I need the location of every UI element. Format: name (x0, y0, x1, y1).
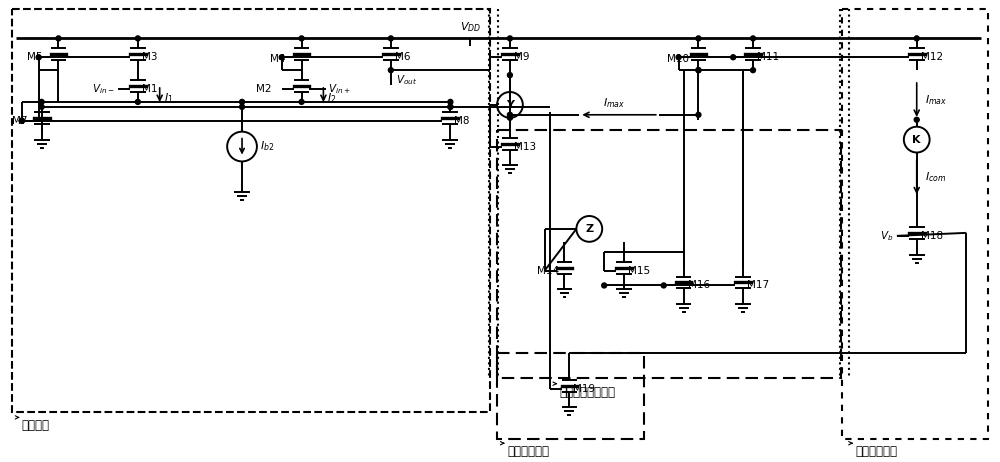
Circle shape (299, 99, 304, 104)
Text: Z: Z (585, 224, 593, 234)
Text: M2: M2 (256, 84, 272, 94)
Text: 主放大器: 主放大器 (22, 419, 50, 432)
Text: M3: M3 (142, 52, 157, 62)
Circle shape (240, 99, 245, 104)
Circle shape (388, 36, 393, 41)
Circle shape (507, 36, 512, 41)
Text: M7: M7 (12, 116, 27, 126)
Text: $I_2$: $I_2$ (327, 91, 337, 105)
Circle shape (135, 99, 140, 104)
Text: M1: M1 (142, 84, 157, 94)
Text: K: K (912, 134, 921, 145)
Circle shape (448, 104, 453, 109)
Text: $V_{out}$: $V_{out}$ (396, 73, 417, 87)
Text: $I_{max}$: $I_{max}$ (603, 96, 625, 110)
Text: M11: M11 (757, 52, 779, 62)
Circle shape (448, 104, 453, 109)
Circle shape (696, 112, 701, 117)
Circle shape (914, 36, 919, 41)
Circle shape (914, 117, 919, 122)
Text: M16: M16 (688, 280, 710, 291)
Text: Y: Y (506, 100, 514, 110)
Circle shape (676, 55, 681, 60)
Circle shape (448, 99, 453, 104)
Text: M19: M19 (573, 383, 596, 394)
Circle shape (240, 104, 245, 109)
Circle shape (751, 67, 755, 73)
Circle shape (602, 283, 607, 288)
Text: $V_{in-}$: $V_{in-}$ (92, 82, 114, 96)
Text: M9: M9 (514, 52, 529, 62)
Circle shape (36, 55, 41, 60)
Text: 摆率增强器件: 摆率增强器件 (507, 445, 549, 458)
Circle shape (507, 116, 512, 120)
Circle shape (696, 67, 701, 73)
Text: M14: M14 (537, 266, 559, 275)
Text: M17: M17 (747, 280, 769, 291)
Circle shape (39, 99, 44, 104)
Text: M10: M10 (667, 54, 689, 64)
Text: 电流比较电路: 电流比较电路 (855, 445, 897, 458)
Circle shape (661, 283, 666, 288)
Circle shape (731, 55, 736, 60)
Circle shape (751, 36, 755, 41)
Circle shape (507, 73, 512, 78)
Text: $I_{com}$: $I_{com}$ (925, 170, 946, 184)
Text: $I_1$: $I_1$ (164, 91, 173, 105)
Text: M8: M8 (454, 116, 470, 126)
Text: 最大电流选择电路: 最大电流选择电路 (560, 386, 616, 399)
Circle shape (696, 67, 701, 73)
Text: $V_b$: $V_b$ (880, 229, 893, 243)
Text: M12: M12 (921, 52, 943, 62)
Circle shape (19, 118, 24, 123)
Circle shape (135, 36, 140, 41)
Text: M18: M18 (921, 231, 943, 241)
Text: M5: M5 (27, 52, 42, 62)
Circle shape (19, 118, 24, 123)
Text: M15: M15 (628, 266, 650, 275)
Text: M6: M6 (395, 52, 410, 62)
Text: $V_{DD}$: $V_{DD}$ (460, 21, 481, 35)
Text: $I_{b2}$: $I_{b2}$ (260, 140, 274, 153)
Circle shape (39, 104, 44, 109)
Text: M4: M4 (270, 54, 285, 64)
Text: $V_{in+}$: $V_{in+}$ (328, 82, 351, 96)
Text: $I_{max}$: $I_{max}$ (925, 93, 947, 107)
Text: M13: M13 (514, 141, 536, 152)
Circle shape (388, 67, 393, 73)
Circle shape (279, 55, 284, 60)
Circle shape (507, 112, 512, 117)
Circle shape (56, 36, 61, 41)
Circle shape (696, 36, 701, 41)
Circle shape (299, 36, 304, 41)
